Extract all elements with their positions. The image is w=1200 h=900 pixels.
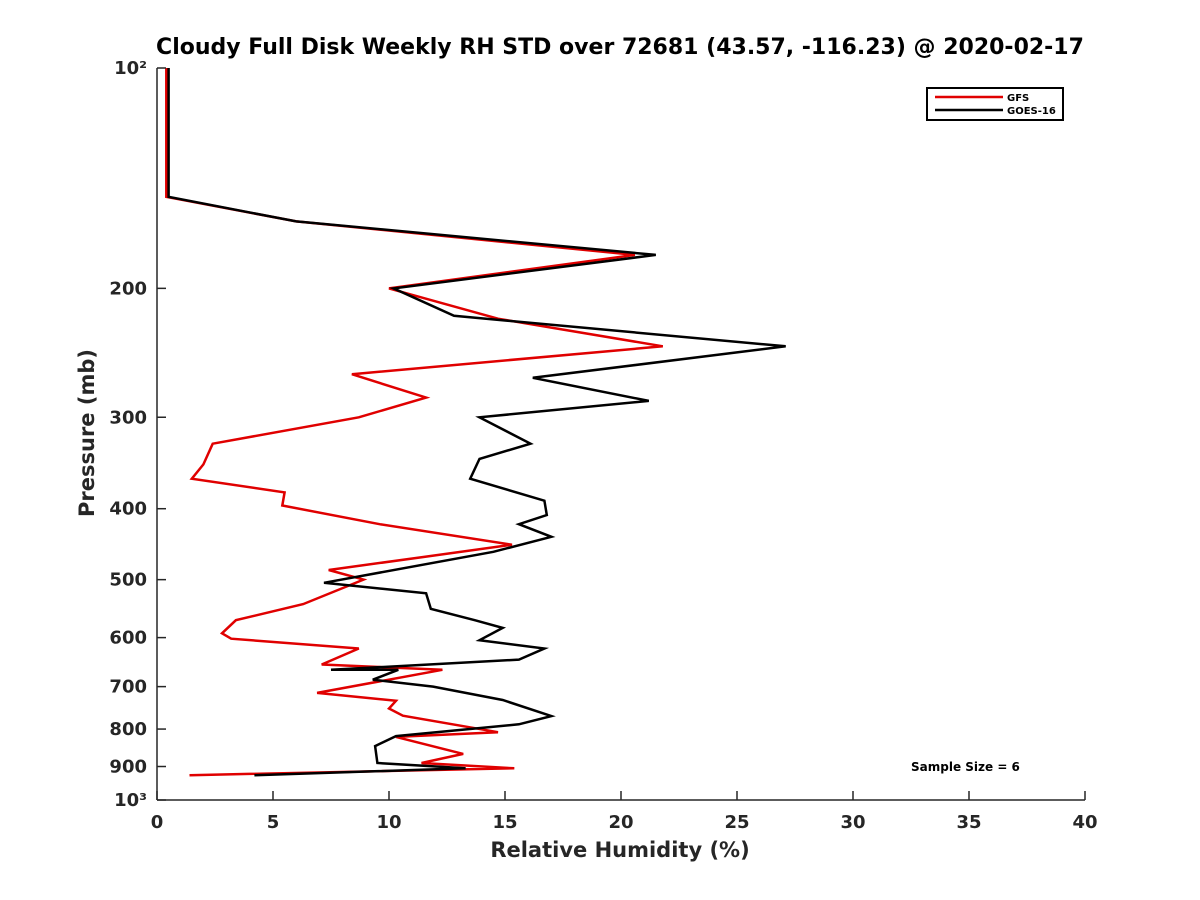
x-axis-ticks: 0 5 10 15 20 25 30 35 40 xyxy=(151,791,1098,833)
y-tick-label: 600 xyxy=(109,628,147,649)
sample-size-annotation: Sample Size = 6 xyxy=(911,760,1020,774)
legend-label-goes16: GOES-16 xyxy=(1007,106,1056,117)
axes xyxy=(156,68,1085,801)
y-axis-ticks: 10² 200 300 400 500 600 700 800 900 10³ xyxy=(109,58,166,811)
x-tick-label: 10 xyxy=(376,812,401,833)
series-line-gfs xyxy=(165,68,664,777)
x-tick-label: 15 xyxy=(492,812,517,833)
x-tick-label: 20 xyxy=(608,812,633,833)
y-tick-label: 300 xyxy=(109,407,147,428)
y-tick-label: 800 xyxy=(109,719,147,740)
x-tick-label: 0 xyxy=(151,812,164,833)
y-tick-label: 10² xyxy=(114,58,147,79)
x-tick-label: 40 xyxy=(1072,812,1097,833)
y-tick-label: 500 xyxy=(109,570,147,591)
x-tick-label: 25 xyxy=(724,812,749,833)
y-tick-label: 200 xyxy=(109,278,147,299)
y-tick-label: 700 xyxy=(109,677,147,698)
y-axis-label: Pressure (mb) xyxy=(75,349,99,517)
legend-label-gfs: GFS xyxy=(1007,93,1029,104)
x-tick-label: 30 xyxy=(840,812,865,833)
x-axis-label: Relative Humidity (%) xyxy=(490,838,749,862)
series-line-goes16 xyxy=(167,68,786,777)
x-tick-label: 35 xyxy=(956,812,981,833)
legend: GFS GOES-16 xyxy=(926,87,1064,121)
plot-lines xyxy=(165,68,786,777)
y-tick-label: 900 xyxy=(109,757,147,778)
x-tick-label: 5 xyxy=(267,812,280,833)
y-tick-label: 400 xyxy=(109,499,147,520)
chart-title: Cloudy Full Disk Weekly RH STD over 7268… xyxy=(156,35,1084,60)
legend-box xyxy=(926,87,1064,121)
y-tick-label: 10³ xyxy=(114,790,147,811)
